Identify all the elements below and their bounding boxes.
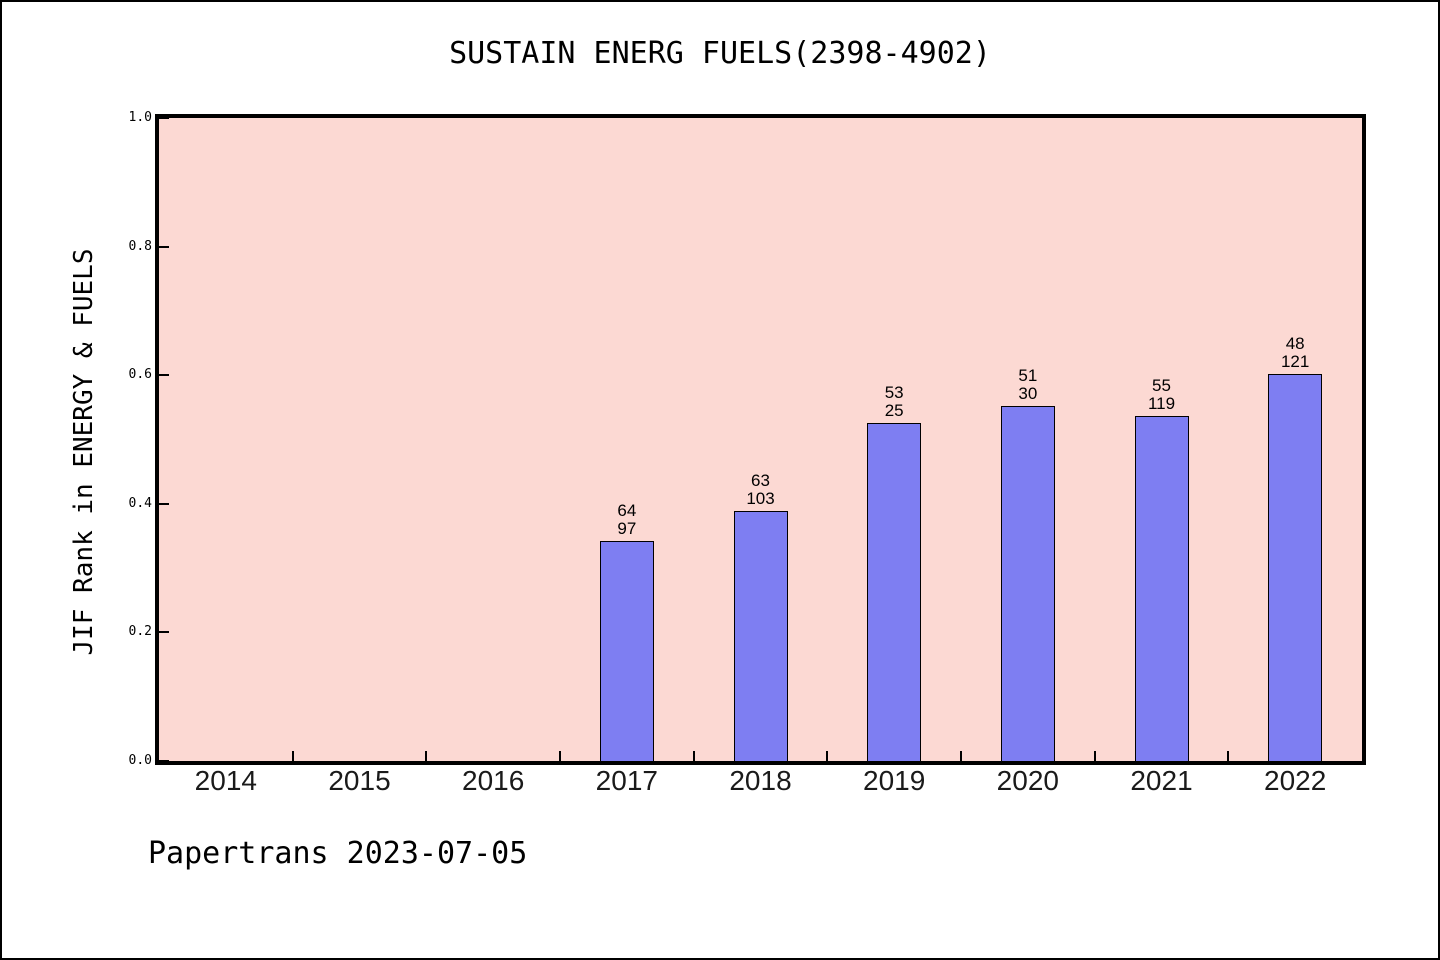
bar-label-line1: 63 — [751, 471, 770, 490]
y-tick-mark — [159, 631, 169, 634]
bar-value-label: 48 121 — [1281, 335, 1309, 371]
y-tick-label: 0.2 — [128, 624, 152, 640]
x-tick-label: 2015 — [328, 765, 391, 796]
y-tick-mark — [159, 374, 169, 377]
x-tick-mark — [425, 751, 428, 761]
x-tick-label: 2017 — [595, 765, 658, 796]
bar-value-label: 55 119 — [1148, 377, 1175, 413]
y-tick-mark — [159, 502, 169, 505]
bar-label-line2: 121 — [1280, 352, 1310, 371]
bar-value-label: 51 30 — [1018, 367, 1037, 403]
bar — [733, 511, 788, 761]
bar-label-line1: 48 — [1285, 334, 1305, 353]
bar-label-line2: 97 — [617, 519, 637, 538]
x-tick-mark — [826, 751, 829, 761]
x-tick-label: 2014 — [194, 765, 257, 796]
bar-label-line1: 55 — [1152, 376, 1171, 395]
y-tick-mark — [159, 760, 169, 762]
footer-text: Papertrans 2023-07-05 — [148, 836, 528, 871]
bar-label-line2: 30 — [1018, 384, 1038, 403]
x-tick-mark — [960, 751, 962, 761]
bar-value-label: 53 25 — [885, 384, 904, 420]
bar-value-label: 63 103 — [746, 472, 774, 508]
y-tick-label: 0.4 — [128, 495, 152, 511]
bar — [1000, 406, 1055, 761]
y-tick-mark — [159, 117, 169, 119]
y-tick-label: 1.0 — [128, 110, 152, 125]
x-tick-mark — [559, 751, 561, 761]
x-tick-label: 2018 — [729, 765, 792, 796]
bar — [599, 541, 654, 761]
x-tick-mark — [1093, 751, 1096, 761]
bar-label-line2: 25 — [884, 401, 904, 420]
bar — [1134, 416, 1189, 761]
x-tick-label: 2016 — [462, 765, 525, 796]
y-tick-label: 0.8 — [128, 238, 152, 254]
y-tick-mark — [159, 245, 169, 248]
x-tick-label: 2020 — [996, 765, 1059, 796]
bar-value-label: 64 97 — [617, 502, 636, 538]
x-tick-mark — [1227, 751, 1230, 761]
bar-label-line2: 119 — [1147, 394, 1176, 413]
chart-title: SUSTAIN ENERG FUELS(2398-4902) — [449, 36, 991, 71]
bar-label-line1: 51 — [1018, 366, 1038, 385]
x-tick-mark — [291, 751, 294, 761]
x-tick-label: 2021 — [1130, 765, 1193, 796]
plot-area: 1.0 0.8 0.6 0.4 0.2 0.0 2014 2015 2016 2017 2018 20… — [129, 110, 1366, 796]
bar — [1268, 374, 1323, 761]
bar-label-line2: 103 — [746, 489, 775, 508]
x-tick-mark — [692, 751, 695, 761]
y-axis-label: JIF Rank in ENERGY & FUELS — [69, 248, 99, 656]
y-tick-label: 0.0 — [128, 753, 152, 768]
bar-label-line1: 64 — [617, 501, 637, 520]
bar-label-line1: 53 — [884, 383, 904, 402]
x-tick-label: 2019 — [863, 765, 926, 796]
bar — [867, 423, 922, 761]
x-tick-label: 2022 — [1264, 765, 1327, 796]
y-tick-label: 0.6 — [128, 367, 152, 383]
